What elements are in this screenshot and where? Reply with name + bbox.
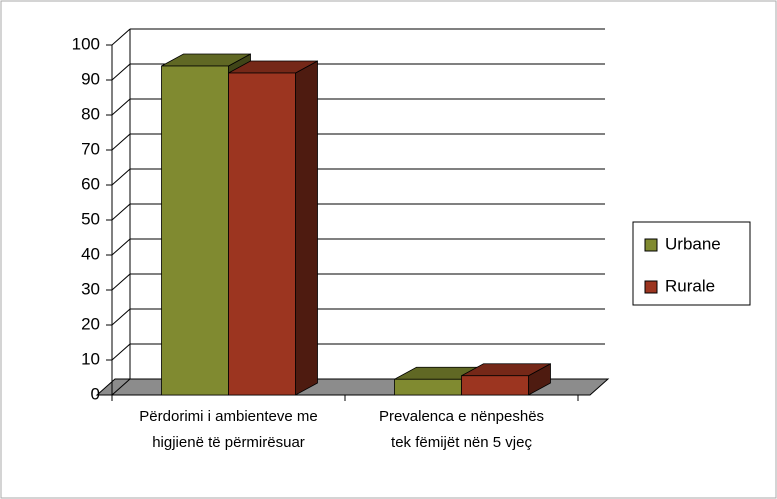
bar [461, 363, 551, 396]
grid-line [111, 168, 131, 186]
y-tick-label: 90 [81, 69, 100, 88]
y-tick-label: 40 [81, 244, 100, 263]
grid-line [111, 343, 131, 361]
grid-line [111, 28, 131, 46]
bar-side [295, 60, 318, 396]
grid-line [111, 378, 131, 396]
grid-line [111, 133, 131, 151]
y-tick-label: 50 [81, 209, 100, 228]
y-tick-label: 0 [91, 384, 100, 403]
bar [228, 60, 318, 396]
grid-line [111, 238, 131, 256]
bar-front [394, 378, 462, 396]
y-tick-label: 20 [81, 314, 100, 333]
y-tick-label: 30 [81, 279, 100, 298]
grid-line [111, 308, 131, 326]
y-tick-label: 70 [81, 139, 100, 158]
bar-front [461, 375, 529, 396]
x-tick-label: Prevalenca e nënpeshës tek fëmijët nën 5… [378, 408, 545, 451]
bar-front [228, 72, 296, 396]
y-tick-label: 60 [81, 174, 100, 193]
y-tick-label: 100 [72, 34, 100, 53]
bar-front [161, 65, 229, 396]
legend-label: Rurale [665, 276, 715, 295]
legend-label: Urbane [665, 234, 721, 253]
x-tick-label: Përdorimi i ambienteve me higjienë të pë… [139, 408, 318, 451]
grid-line [111, 63, 131, 81]
grid-line [111, 203, 131, 221]
legend-swatch [644, 280, 658, 294]
y-tick-label: 10 [81, 349, 100, 368]
grid-line [111, 98, 131, 116]
legend-swatch [644, 238, 658, 252]
grid-line [111, 273, 131, 291]
y-tick-label: 80 [81, 104, 100, 123]
